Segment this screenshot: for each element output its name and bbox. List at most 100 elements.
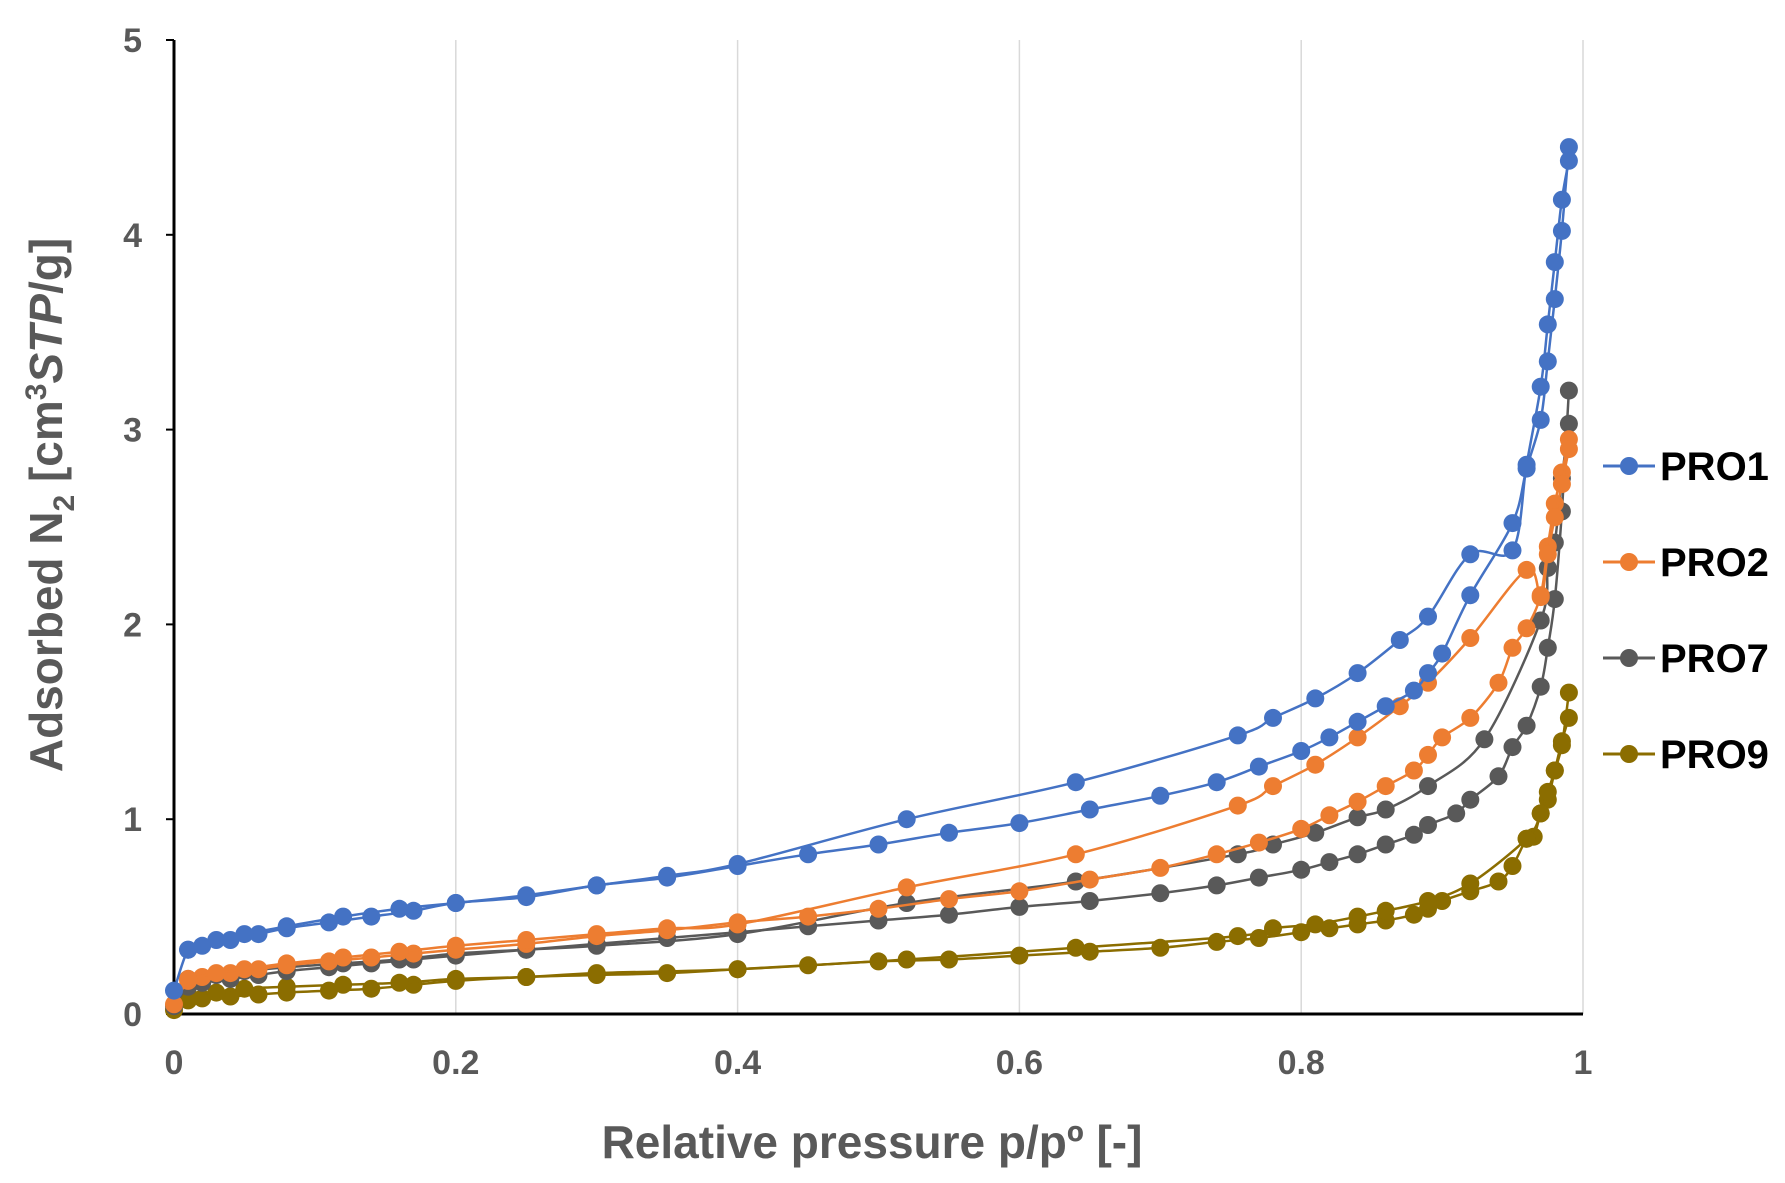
pro2-data-point: [1461, 708, 1480, 727]
pro1-data-point: [799, 845, 818, 864]
x-axis-title: Relative pressure p/pº [-]: [602, 1116, 1143, 1168]
pro9-data-point: [658, 964, 677, 983]
y-axis-title: Adsorbed N2 [cm3STP/g]: [20, 238, 81, 772]
pro7-data-point: [1538, 638, 1557, 657]
pro9-data-point: [1559, 708, 1578, 727]
pro2-data-point: [1010, 882, 1029, 901]
pro1-data-point: [1320, 728, 1339, 747]
y-tick-label: 1: [123, 801, 142, 839]
pro2-data-point: [1531, 588, 1550, 607]
pro1-data-point: [1461, 545, 1480, 564]
pro7-data-point: [1461, 790, 1480, 809]
pro7-data-point: [1489, 767, 1508, 786]
pro2-data-point: [587, 925, 606, 944]
pro9-data-point: [249, 985, 268, 1004]
pro1-data-point: [1503, 541, 1522, 560]
legend-label-pro1: PRO1: [1660, 445, 1769, 489]
y-axis-title-superscript: 3: [20, 384, 53, 401]
pro9-data-point: [1461, 874, 1480, 893]
pro2-data-point: [728, 915, 747, 934]
pro7-data-point: [1348, 845, 1367, 864]
pro1-data-point: [1559, 151, 1578, 170]
legend-marker-pro1: [1620, 457, 1638, 475]
x-tick-label: 0.6: [996, 1044, 1043, 1082]
y-axis-title-part: /g]: [20, 238, 72, 294]
x-tick-label: 0.2: [432, 1044, 479, 1082]
pro7-data-point: [1447, 804, 1466, 823]
pro1-data-point: [940, 823, 958, 842]
pro1-data-point: [728, 855, 747, 873]
pro1-data-point: [1545, 253, 1564, 272]
pro7-data-point: [1404, 825, 1423, 844]
pro7-data-point: [1151, 884, 1170, 903]
pro1-data-point: [1404, 681, 1423, 700]
pro1-data-point: [1419, 664, 1437, 683]
pro9-data-point: [1531, 804, 1550, 823]
pro1-data-point: [1151, 786, 1170, 805]
pro1-data-point: [1390, 631, 1409, 649]
pro1-data-point: [1433, 644, 1452, 663]
x-tick-label: 0: [165, 1044, 184, 1082]
pro7-data-point: [1320, 853, 1339, 872]
pro7-data-point: [1376, 800, 1395, 819]
pro1-data-point: [1503, 514, 1522, 533]
pro1-data-point: [1461, 586, 1480, 605]
pro9-data-point: [728, 960, 747, 979]
grid: [455, 40, 1584, 1014]
legend: PRO1 PRO2 PRO7 PRO9: [1603, 445, 1769, 777]
pro9-data-point: [1292, 923, 1311, 942]
pro1-data-point: [1552, 190, 1571, 209]
pro1-data-point: [334, 907, 353, 926]
pro7-data-point: [1559, 381, 1578, 400]
pro2-data-point: [1348, 728, 1367, 747]
pro7-data-point: [1475, 730, 1494, 749]
pro9-data-point: [1538, 782, 1557, 801]
pro2-data-point: [334, 948, 353, 967]
pro1-data-point: [1306, 689, 1325, 708]
pro9-data-point: [1545, 761, 1564, 780]
pro2-data-point: [1545, 508, 1564, 527]
pro1-data-point: [1419, 607, 1437, 626]
pro1-data-point: [1348, 664, 1367, 683]
pro1-data-point: [897, 810, 916, 829]
pro1-data-point: [1010, 814, 1029, 833]
pro9-data-point: [1306, 915, 1325, 934]
pro9-data-point: [1433, 892, 1452, 910]
pro1-data-point: [1066, 773, 1085, 792]
pro2-data-point: [1489, 673, 1508, 692]
y-tick-label: 4: [123, 217, 142, 255]
pro2-data-point: [1538, 545, 1557, 564]
pro9-data-point: [1559, 683, 1578, 702]
legend-marker-pro2: [1620, 553, 1638, 571]
y-tick-label: 2: [123, 606, 142, 644]
pro1-data-point: [587, 876, 606, 895]
pro7-data-point: [897, 894, 916, 912]
pro9-data-point: [1489, 872, 1508, 891]
x-tick-label: 1: [1574, 1044, 1593, 1082]
pro9-data-point: [1066, 938, 1085, 957]
pro2-data-point: [1249, 833, 1268, 852]
pro1-data-point: [1545, 290, 1564, 309]
pro2-data-point: [362, 948, 381, 967]
pro9-data-point: [1228, 927, 1247, 946]
pro7-data-point: [1207, 876, 1226, 895]
pro1-data-point: [869, 835, 888, 854]
series-pro2: [165, 430, 1578, 1014]
x-tick-label: 0.8: [1278, 1044, 1325, 1082]
pro1-data-point: [1531, 377, 1550, 396]
pro2-data-point: [235, 960, 254, 979]
pro2-data-point: [1320, 806, 1339, 825]
pro7-data-point: [1503, 738, 1522, 757]
pro2-data-point: [1503, 638, 1522, 657]
pro9-data-point: [1348, 907, 1367, 926]
pro9-data-point: [517, 968, 536, 986]
pro2-data-point: [799, 907, 818, 926]
pro1-data-point: [1376, 697, 1395, 716]
pro2-data-point: [249, 960, 268, 979]
pro9-data-point: [390, 973, 409, 992]
pro2-data-point: [390, 942, 409, 961]
pro1-data-point: [517, 886, 536, 905]
y-axis-title-part: Adsorbed N: [20, 511, 72, 772]
legend-item-pro1: PRO1: [1603, 445, 1769, 489]
pro2-data-point: [1228, 796, 1247, 815]
